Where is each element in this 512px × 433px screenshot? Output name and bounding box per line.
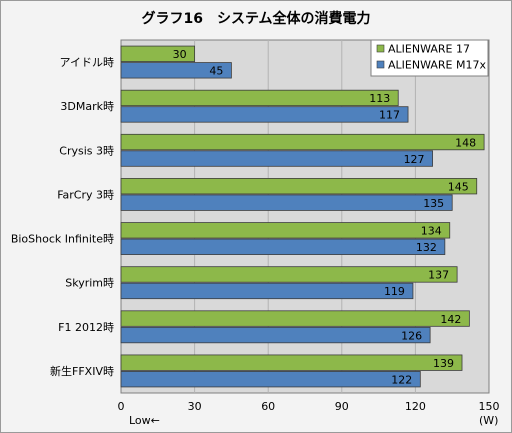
chart-title: グラフ16 システム全体の消費電力	[141, 10, 370, 27]
bar	[120, 133, 485, 151]
data-label: 127	[404, 153, 425, 166]
bar	[120, 326, 431, 344]
category-label: 3DMark時	[60, 100, 114, 113]
x-axis-unit: (W)	[479, 414, 498, 427]
data-label: 145	[448, 180, 469, 193]
category-label: FarCry 3時	[57, 188, 114, 201]
bar	[120, 266, 458, 283]
bar	[120, 178, 478, 195]
x-tick-label: 150	[479, 400, 500, 413]
data-label: 142	[440, 313, 461, 326]
data-label: 122	[391, 373, 412, 386]
data-label: 126	[401, 329, 422, 342]
x-tick-label: 30	[188, 400, 202, 413]
x-tick-labels: 0 30 60 90 120 150	[118, 400, 500, 413]
category-label: アイドル時	[60, 56, 114, 69]
data-label: 117	[379, 109, 400, 122]
x-axis-note: Low←	[129, 414, 160, 427]
legend-swatch	[376, 60, 385, 69]
bar	[120, 354, 463, 371]
bar	[120, 282, 414, 300]
data-label: 139	[433, 357, 454, 370]
bars-group: 30 45 113 117 148 127 145 135 134 132 137 119 142 126…	[120, 45, 485, 388]
bar	[120, 106, 409, 123]
category-label: BioShock Infinite時	[11, 233, 114, 246]
x-tick-label: 60	[261, 400, 275, 413]
category-label: F1 2012時	[58, 321, 114, 334]
bar	[120, 194, 453, 211]
category-label: Skyrim時	[65, 277, 114, 290]
data-label: 113	[369, 92, 390, 105]
data-label: 148	[455, 136, 476, 149]
category-labels: アイドル時 3DMark時 Crysis 3時 FarCry 3時 BioShock I…	[11, 56, 114, 378]
bar	[120, 371, 421, 388]
data-label: 132	[416, 241, 437, 254]
legend: ALIENWARE 17 ALIENWARE M17x	[370, 39, 489, 77]
bar	[120, 238, 446, 255]
bar	[120, 89, 399, 107]
legend-label: ALIENWARE M17x	[388, 59, 486, 72]
category-label: 新生FFXIV時	[50, 364, 114, 378]
bar	[120, 222, 451, 239]
legend-label: ALIENWARE 17	[388, 43, 470, 56]
category-label: Crysis 3時	[59, 144, 114, 157]
bar	[120, 310, 470, 327]
x-tick-label: 90	[335, 400, 349, 413]
data-label: 137	[428, 269, 449, 282]
bar	[120, 150, 433, 167]
legend-box	[370, 39, 489, 77]
data-label: 135	[423, 197, 444, 210]
bar	[120, 45, 195, 62]
legend-swatch	[376, 44, 385, 53]
data-label: 30	[173, 48, 187, 61]
data-label: 119	[384, 285, 405, 298]
x-tick-label: 0	[118, 400, 125, 413]
data-label: 134	[421, 225, 442, 238]
data-label: 45	[209, 65, 223, 78]
x-tick-label: 120	[405, 400, 426, 413]
bar	[120, 62, 232, 79]
